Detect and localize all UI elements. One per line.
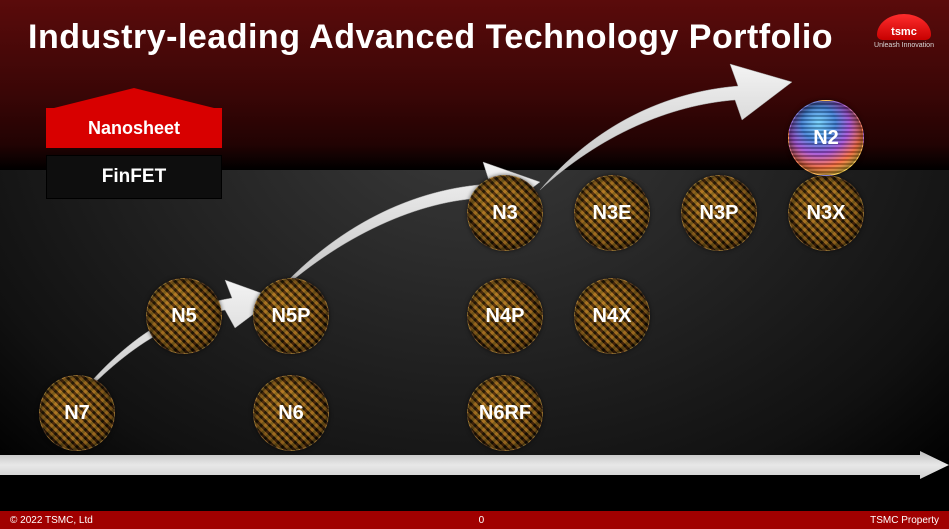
node-label: N3 (492, 202, 518, 225)
category-finfet: FinFET (46, 155, 222, 199)
node-n7: N7 (39, 375, 115, 451)
node-label: N4X (593, 305, 632, 328)
node-label: N7 (64, 402, 90, 425)
timeline-year: 2023 (575, 475, 655, 496)
node-label: N5P (272, 305, 311, 328)
timeline-year: 2021 (361, 475, 441, 496)
node-label: N6RF (479, 402, 531, 425)
node-n3p: N3P (681, 175, 757, 251)
timeline-year: 2022 (468, 475, 548, 496)
timeline-year: 2025 (789, 475, 869, 496)
timeline-year: 2020 (254, 475, 334, 496)
node-n5: N5 (146, 278, 222, 354)
timeline: 2018 2019 2020 2021 2022 2023 2024 2025 (0, 443, 949, 499)
node-n3x: N3X (788, 175, 864, 251)
footer-property: TSMC Property (870, 515, 939, 526)
node-label: N3E (593, 202, 632, 225)
brand-logo-tagline: Unleash Innovation (873, 42, 935, 49)
footer-bar: © 2022 TSMC, Ltd 0 TSMC Property (0, 511, 949, 529)
footer-copyright: © 2022 TSMC, Ltd (10, 515, 93, 526)
node-label: N3P (700, 202, 739, 225)
timeline-year: 2024 (682, 475, 762, 496)
node-n4p: N4P (467, 278, 543, 354)
node-n2: N2 (788, 100, 864, 176)
node-n4x: N4X (574, 278, 650, 354)
timeline-year: 2019 (147, 475, 227, 496)
brand-logo-mark: tsmc (877, 14, 931, 40)
node-label: N3X (807, 202, 846, 225)
node-label: N6 (278, 402, 304, 425)
node-label: N4P (486, 305, 525, 328)
footer-page-number: 0 (479, 515, 485, 526)
node-n6rf: N6RF (467, 375, 543, 451)
page-title: Industry-leading Advanced Technology Por… (28, 18, 833, 57)
brand-logo: tsmc Unleash Innovation (873, 14, 935, 49)
node-label: N2 (813, 127, 839, 150)
node-n6: N6 (253, 375, 329, 451)
node-n5p: N5P (253, 278, 329, 354)
nanosheet-roof-icon (46, 88, 222, 110)
brand-logo-text: tsmc (891, 26, 917, 38)
node-n3: N3 (467, 175, 543, 251)
timeline-year: 2018 (40, 475, 120, 496)
node-label: N5 (171, 305, 197, 328)
category-nanosheet: Nanosheet (46, 108, 222, 148)
slide-root: Industry-leading Advanced Technology Por… (0, 0, 949, 529)
node-n3e: N3E (574, 175, 650, 251)
